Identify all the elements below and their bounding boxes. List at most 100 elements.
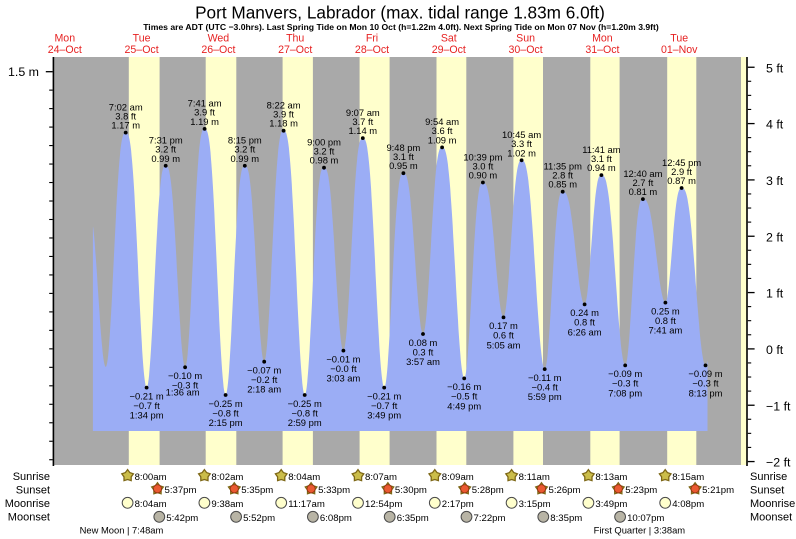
svg-text:1.14 m: 1.14 m [348,125,377,136]
svg-text:0.81 m: 0.81 m [629,186,658,197]
svg-text:9:07 am: 9:07 am [346,107,380,118]
svg-text:4:08pm: 4:08pm [672,499,704,510]
svg-text:8:07am: 8:07am [365,472,397,483]
svg-text:2.7 ft: 2.7 ft [632,177,653,188]
svg-text:2.9 ft: 2.9 ft [671,166,692,177]
svg-text:3:49pm: 3:49pm [595,499,627,510]
svg-text:−0.8 ft: −0.8 ft [292,407,319,418]
svg-text:−0.0 ft: −0.0 ft [330,363,357,374]
svg-text:Times are ADT (UTC −3.0hrs). L: Times are ADT (UTC −3.0hrs). Last Spring… [143,22,659,32]
svg-text:Moonrise: Moonrise [750,498,795,510]
svg-text:8:13am: 8:13am [595,472,627,483]
svg-text:5:23pm: 5:23pm [625,485,657,496]
svg-text:−0.25 m: −0.25 m [288,398,322,409]
svg-text:8:22 am: 8:22 am [267,100,301,111]
svg-text:Sunset: Sunset [750,484,784,496]
svg-text:−0.21 m: −0.21 m [367,390,401,401]
svg-text:3 ft: 3 ft [766,174,784,188]
svg-text:3.6 ft: 3.6 ft [432,125,453,136]
svg-text:1.19 m: 1.19 m [190,116,219,127]
svg-text:5:28pm: 5:28pm [472,485,504,496]
svg-text:9:54 am: 9:54 am [425,116,459,127]
svg-text:2:59 pm: 2:59 pm [288,417,322,428]
svg-text:1 ft: 1 ft [766,287,784,301]
svg-text:Moonset: Moonset [8,512,50,524]
svg-text:−0.7 ft: −0.7 ft [133,400,160,411]
svg-text:10:39 pm: 10:39 pm [463,151,502,162]
svg-text:−0.3 ft: −0.3 ft [612,378,639,389]
svg-text:8:09am: 8:09am [442,472,474,483]
svg-text:Sat: Sat [441,32,457,44]
svg-text:0.25 m: 0.25 m [651,305,680,316]
svg-text:5:59 pm: 5:59 pm [528,391,562,402]
svg-text:8:11am: 8:11am [519,472,550,483]
svg-text:24–Oct: 24–Oct [48,44,82,56]
svg-text:3:49 pm: 3:49 pm [367,410,401,421]
svg-text:4 ft: 4 ft [766,118,784,132]
svg-text:2 ft: 2 ft [766,230,784,244]
svg-text:2:17pm: 2:17pm [442,499,474,510]
svg-text:Sunrise: Sunrise [750,471,787,483]
svg-text:0.3 ft: 0.3 ft [413,346,434,357]
svg-text:11:41 am: 11:41 am [582,144,621,155]
svg-text:−0.09 m: −0.09 m [688,368,722,379]
svg-text:8:02am: 8:02am [211,472,243,483]
svg-text:Moonset: Moonset [750,512,792,524]
svg-text:3.2 ft: 3.2 ft [314,146,335,157]
svg-text:−0.3 ft: −0.3 ft [172,380,199,391]
svg-text:7:41 am: 7:41 am [188,98,222,109]
svg-text:4:49 pm: 4:49 pm [447,400,481,411]
svg-text:2:18 am: 2:18 am [247,384,281,395]
svg-text:−0.16 m: −0.16 m [447,381,481,392]
svg-text:−0.2 ft: −0.2 ft [251,374,278,385]
svg-text:0.85 m: 0.85 m [548,179,577,190]
svg-text:8:04am: 8:04am [135,499,167,510]
svg-text:7:41 am: 7:41 am [648,325,682,336]
svg-text:9:48 pm: 9:48 pm [386,142,420,153]
svg-text:12:54pm: 12:54pm [365,499,402,510]
svg-text:−0.4 ft: −0.4 ft [532,381,559,392]
svg-text:0.87 m: 0.87 m [667,175,696,186]
svg-text:−0.01 m: −0.01 m [326,353,360,364]
svg-text:3.7 ft: 3.7 ft [352,116,373,127]
svg-text:0.24 m: 0.24 m [570,307,599,318]
svg-text:1.5 m: 1.5 m [8,65,39,79]
svg-text:8:15 pm: 8:15 pm [228,135,262,146]
svg-text:0.98 m: 0.98 m [310,155,339,166]
svg-text:Wed: Wed [208,32,230,44]
svg-text:Sun: Sun [516,32,535,44]
svg-text:27–Oct: 27–Oct [278,44,312,56]
svg-text:0 ft: 0 ft [766,343,784,357]
svg-text:7:02 am: 7:02 am [109,101,143,112]
svg-text:11:35 pm: 11:35 pm [543,161,582,172]
svg-text:0.95 m: 0.95 m [389,160,418,171]
svg-text:5 ft: 5 ft [766,61,784,75]
svg-text:−0.11 m: −0.11 m [528,372,562,383]
svg-text:0.8 ft: 0.8 ft [574,317,595,328]
svg-text:12:40 am: 12:40 am [623,168,662,179]
svg-text:0.6 ft: 0.6 ft [493,330,514,341]
svg-text:−2 ft: −2 ft [766,456,791,470]
svg-text:5:30pm: 5:30pm [395,485,427,496]
svg-text:Tue: Tue [133,32,151,44]
svg-text:3.9 ft: 3.9 ft [273,109,294,120]
svg-text:First Quarter | 3:38am: First Quarter | 3:38am [594,524,686,535]
svg-text:0.8 ft: 0.8 ft [655,315,676,326]
svg-text:25–Oct: 25–Oct [125,44,159,56]
svg-text:3.1 ft: 3.1 ft [591,153,612,164]
svg-text:0.08 m: 0.08 m [409,337,438,348]
svg-text:3.0 ft: 3.0 ft [472,160,493,171]
svg-text:−0.5 ft: −0.5 ft [451,391,478,402]
svg-text:2:15 pm: 2:15 pm [209,417,243,428]
svg-text:1.02 m: 1.02 m [507,147,536,158]
svg-text:1.09 m: 1.09 m [428,134,457,145]
svg-text:5:21pm: 5:21pm [702,485,734,496]
svg-text:−0.10 m: −0.10 m [168,370,202,381]
svg-text:9:38am: 9:38am [211,499,243,510]
svg-text:−0.25 m: −0.25 m [209,398,243,409]
svg-text:0.99 m: 0.99 m [151,153,180,164]
svg-text:3.1 ft: 3.1 ft [393,151,414,162]
svg-text:Mon: Mon [592,32,613,44]
svg-text:−0.21 m: −0.21 m [130,390,164,401]
svg-text:31–Oct: 31–Oct [585,44,619,56]
